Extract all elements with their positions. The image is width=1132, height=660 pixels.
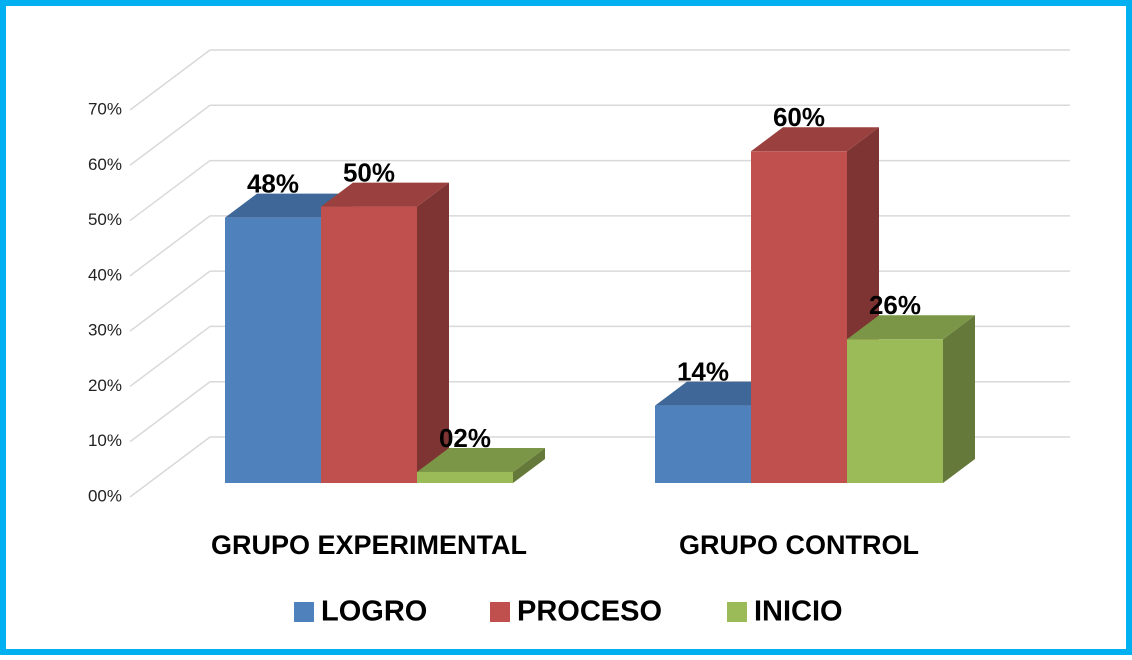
y-tick-label: 60% [88,155,122,174]
legend-label: INICIO [754,596,843,628]
value-label: 60% [773,102,825,132]
x-tick-label: GRUPO EXPERIMENTAL [211,530,527,560]
grid-line [129,215,211,277]
y-tick-label: 30% [88,321,122,340]
bar-top [417,447,545,472]
legend-label: LOGRO [321,596,427,628]
value-label: 50% [343,157,395,187]
bar [751,151,847,484]
y-tick-label: 70% [88,99,122,118]
grid-line [129,159,211,222]
value-label: 48% [247,169,299,199]
legend-label: PROCESO [517,596,662,628]
bar [417,471,513,483]
value-label: 02% [439,423,491,453]
y-tick-label: 10% [88,431,122,450]
value-label: 26% [869,290,921,320]
legend-swatch [727,602,747,622]
y-tick-label: 00% [88,486,122,505]
bar [225,217,321,483]
grid-line [129,49,211,111]
bar-top [847,315,975,340]
bar [321,206,417,484]
bar-side [513,447,545,483]
bar [655,405,751,483]
legend-swatch [294,602,314,622]
bar [847,339,943,483]
grid-line [129,436,211,498]
bar-side [417,182,449,484]
y-tick-label: 20% [88,376,122,395]
x-tick-label: GRUPO CONTROL [679,530,919,560]
bar-top [751,127,879,152]
grid-line [129,104,211,166]
grid-line [129,325,211,388]
value-label: 14% [677,356,729,386]
bar-side [943,315,975,483]
bar-top [321,182,449,207]
y-tick-label: 40% [88,265,122,284]
grid-line [129,270,211,332]
y-tick-label: 50% [88,210,122,229]
legend-swatch [490,602,510,622]
grid-line [129,381,211,443]
